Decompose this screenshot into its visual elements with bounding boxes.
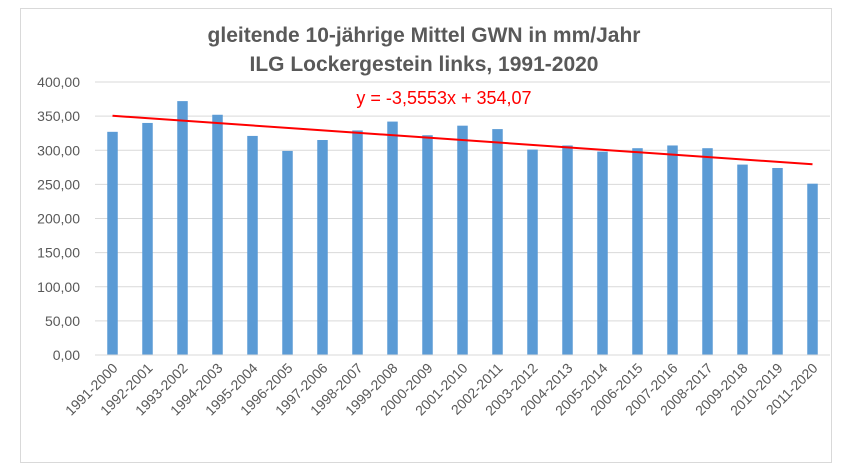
chart-title-line2: ILG Lockergestein links, 1991-2020 — [249, 53, 598, 76]
bar — [807, 183, 818, 355]
trendline-equation: y = -3,5553x + 354,07 — [356, 88, 531, 108]
bars — [107, 101, 818, 356]
bar — [667, 145, 678, 355]
bar — [177, 101, 188, 355]
bar — [737, 164, 748, 355]
bar — [317, 140, 328, 355]
x-axis-ticks: 1991-20001992-20011993-20021994-20031995… — [62, 360, 821, 419]
y-tick-label: 350,00 — [37, 108, 80, 124]
bar — [352, 130, 363, 355]
y-tick-label: 50,00 — [45, 313, 80, 329]
bar — [422, 135, 433, 355]
y-axis-ticks: 0,00 50,00 100,00 150,00 200,00 250,00 300,00 3… — [37, 74, 80, 363]
bar — [142, 122, 153, 355]
bar — [562, 145, 573, 355]
y-tick-label: 200,00 — [37, 211, 80, 227]
bar — [212, 114, 223, 355]
y-tick-label: 400,00 — [37, 74, 80, 90]
y-tick-label: 300,00 — [37, 142, 80, 158]
y-tick-label: 100,00 — [37, 279, 80, 295]
trendline — [112, 114, 813, 166]
y-tick-label: 0,00 — [53, 347, 80, 363]
bar — [247, 135, 258, 355]
y-tick-label: 150,00 — [37, 245, 80, 261]
bar — [527, 149, 538, 355]
bar — [387, 121, 398, 356]
chart-title-line1: gleitende 10-jährige Mittel GWN in mm/Ja… — [208, 24, 641, 47]
bar — [702, 148, 713, 355]
bar — [632, 148, 643, 355]
bar — [457, 125, 468, 356]
y-tick-label: 250,00 — [37, 176, 80, 192]
bar — [107, 131, 118, 355]
bar — [282, 150, 293, 355]
bar — [772, 167, 783, 355]
bar — [492, 129, 503, 355]
bar — [597, 151, 608, 355]
